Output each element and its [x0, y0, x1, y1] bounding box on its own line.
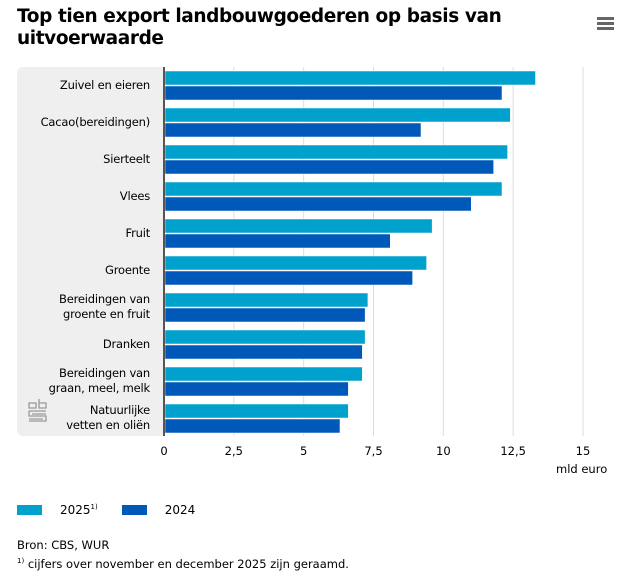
bar-2025[interactable] [164, 107, 511, 123]
category-label: Fruit [125, 225, 151, 240]
x-tick-label: 5 [300, 444, 307, 458]
bar-2025[interactable] [164, 329, 366, 345]
bar-2025[interactable] [164, 181, 503, 197]
x-tick-label: 2,5 [225, 444, 243, 458]
bar-2024[interactable] [164, 233, 391, 249]
bar-2025[interactable] [164, 218, 433, 234]
category-label: Vlees [119, 188, 150, 203]
bar-2024[interactable] [164, 418, 341, 434]
category-label: Sierteelt [103, 151, 150, 166]
bar-2024[interactable] [164, 159, 494, 175]
bar-2025[interactable] [164, 70, 536, 86]
category-label: Zuivel en eieren [59, 77, 150, 92]
x-tick-label: 7,5 [364, 444, 382, 458]
legend-item-2025[interactable]: 20251) [17, 503, 98, 517]
category-label: Groente [105, 262, 150, 277]
bar-2025[interactable] [164, 255, 427, 271]
x-axis-unit-label: mld euro [556, 462, 608, 476]
cbs-logo-icon [28, 399, 47, 422]
legend-label-2025: 20251) [60, 503, 98, 517]
bar-2025[interactable] [164, 144, 508, 160]
category-label: Bereidingen van graan, meel, melk [48, 366, 151, 395]
category-label: Dranken [102, 336, 150, 351]
legend: 20251) 2024 [17, 503, 219, 517]
bar-2024[interactable] [164, 85, 503, 101]
footnote-text: 1) cijfers over november en december 202… [17, 557, 349, 571]
chart-title: Top tien export landbouwgoederen op basi… [17, 6, 502, 49]
hamburger-menu-icon[interactable] [597, 17, 614, 31]
bar-2024[interactable] [164, 381, 349, 397]
source-text: Bron: CBS, WUR [17, 538, 110, 552]
category-label: Bereidingen van groente en fruit [59, 292, 150, 321]
bar-2024[interactable] [164, 344, 363, 360]
legend-item-2024[interactable]: 2024 [121, 503, 196, 517]
x-tick-label: 10 [436, 444, 451, 458]
x-tick-label: 12,5 [500, 444, 526, 458]
bar-2025[interactable] [164, 366, 363, 382]
legend-swatch-2025 [17, 505, 42, 515]
bar-2024[interactable] [164, 270, 413, 286]
category-label: Cacao(bereidingen) [40, 114, 151, 129]
x-tick-label: 0 [160, 444, 167, 458]
bar-2025[interactable] [164, 403, 349, 419]
bar-2024[interactable] [164, 196, 472, 212]
category-label-panel [17, 67, 164, 436]
legend-label-2024: 2024 [164, 503, 196, 517]
category-label: Natuurlijke vetten en oliën [66, 403, 150, 432]
legend-swatch-2024 [121, 505, 147, 515]
bar-2025[interactable] [164, 292, 369, 308]
x-tick-label: 15 [576, 444, 591, 458]
bar-2024[interactable] [164, 122, 422, 138]
bar-2024[interactable] [164, 307, 366, 323]
